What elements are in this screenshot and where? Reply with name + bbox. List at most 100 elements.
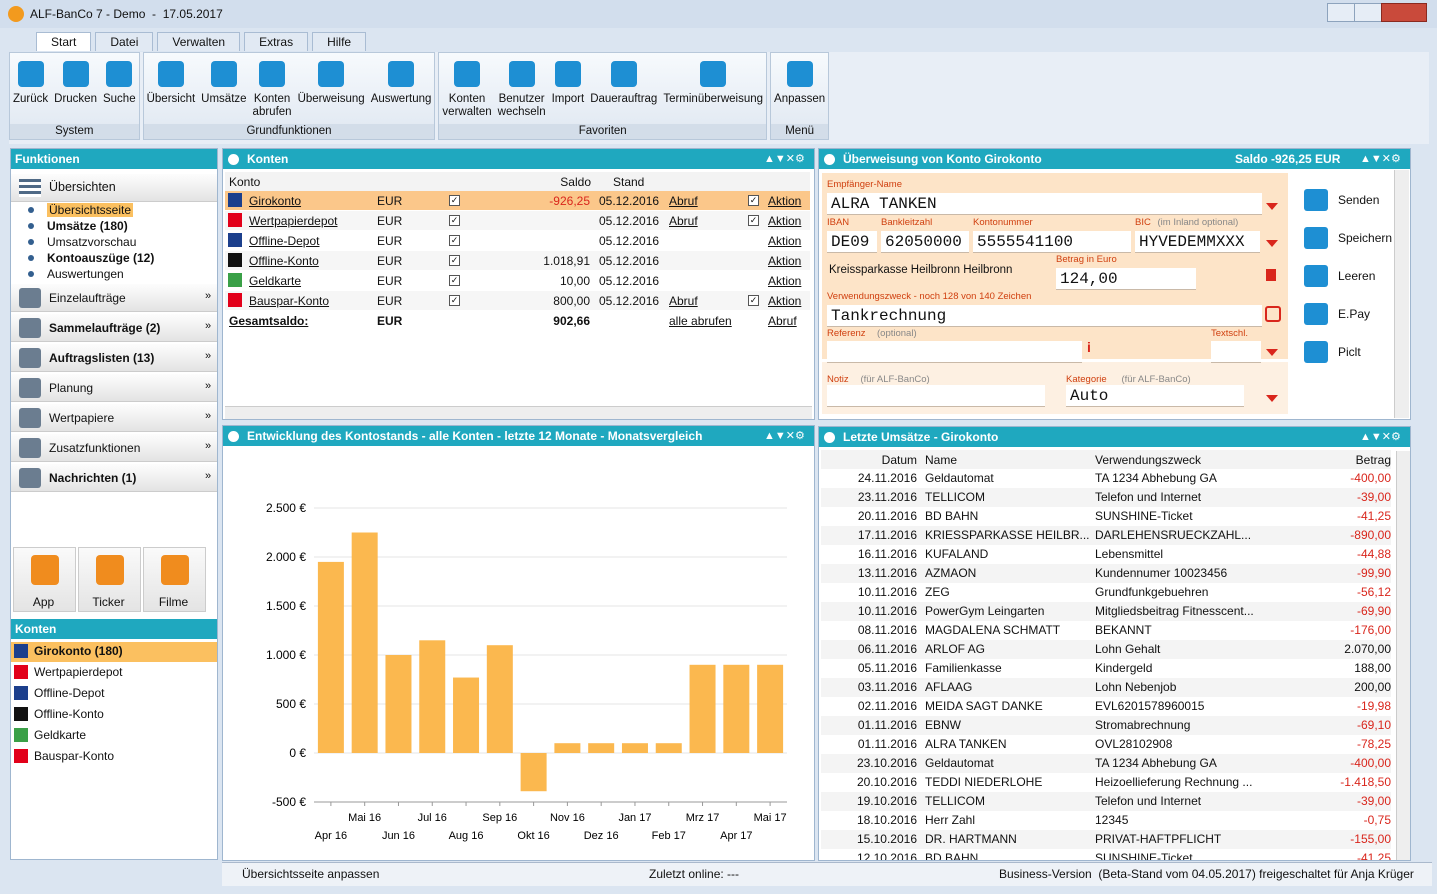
nav-item[interactable]: Zusatzfunktionen xyxy=(49,441,141,455)
ribbon-button[interactable]: Terminüberweisung xyxy=(660,53,766,124)
input-field[interactable]: ALRA TANKEN xyxy=(827,193,1262,215)
dropdown-arrow[interactable] xyxy=(1266,240,1278,247)
header-controls[interactable]: ▲▼✕⚙ xyxy=(764,153,805,165)
sidebar-item[interactable]: Umsatzvorschau xyxy=(47,235,137,249)
sidebar-item[interactable]: Kontoauszüge (12) xyxy=(47,251,155,265)
sidebar-item[interactable]: Übersichtsseite xyxy=(47,203,134,217)
nav-row[interactable] xyxy=(11,404,217,432)
nav-item[interactable]: Einzelaufträge xyxy=(49,291,126,305)
header-controls[interactable]: ▲▼✕⚙ xyxy=(1360,431,1401,443)
abruf-link[interactable]: Abruf xyxy=(669,214,698,228)
abruf-total[interactable]: Abruf xyxy=(768,314,797,328)
action-label[interactable]: Leeren xyxy=(1338,269,1376,283)
ribbon-tab[interactable]: Extras xyxy=(244,32,309,51)
close-button[interactable] xyxy=(1381,3,1427,22)
calc-icon[interactable] xyxy=(1266,269,1276,281)
nav-row[interactable] xyxy=(11,374,217,402)
account-item[interactable]: Wertpapierdepot xyxy=(34,665,123,679)
input-field[interactable] xyxy=(827,341,1082,363)
checkbox[interactable]: ✓ xyxy=(449,235,460,246)
aktion-link[interactable]: Aktion xyxy=(768,274,802,288)
ribbon-button[interactable]: Konten verwalten xyxy=(439,53,494,124)
ribbon-tab[interactable]: Verwalten xyxy=(157,32,241,51)
checkbox[interactable]: ✓ xyxy=(748,195,759,206)
input-field[interactable]: 62050000 xyxy=(881,231,969,253)
nav-item[interactable]: Wertpapiere xyxy=(49,411,115,425)
checkbox[interactable]: ✓ xyxy=(449,255,460,266)
nav-item[interactable]: Nachrichten (1) xyxy=(49,471,137,485)
ribbon-tab[interactable]: Datei xyxy=(95,32,154,51)
ribbon-button[interactable]: Drucken xyxy=(51,53,100,124)
account-item[interactable]: Offline-Konto xyxy=(34,707,104,721)
refresh-icon[interactable] xyxy=(1265,306,1281,322)
nav-item[interactable]: Planung xyxy=(49,381,94,395)
account-item[interactable]: Offline-Depot xyxy=(34,686,105,700)
account-item[interactable]: Geldkarte xyxy=(34,728,87,742)
checkbox[interactable]: ✓ xyxy=(449,195,460,206)
section-label[interactable]: Übersichten xyxy=(49,180,116,194)
checkbox[interactable]: ✓ xyxy=(748,215,759,226)
ribbon-button[interactable]: Benutzer wechseln xyxy=(495,53,549,124)
nav-row[interactable] xyxy=(11,464,217,492)
account-name[interactable]: Wertpapierdepot xyxy=(249,214,338,228)
checkbox[interactable]: ✓ xyxy=(748,295,759,306)
account-item[interactable]: Bauspar-Konto xyxy=(34,749,115,763)
window-controls[interactable] xyxy=(1327,3,1427,22)
action-label[interactable]: E.Pay xyxy=(1338,307,1371,321)
nav-row[interactable] xyxy=(11,284,217,312)
sidebar-item[interactable]: Umsätze (180) xyxy=(47,219,128,233)
abruf-link[interactable]: Abruf xyxy=(669,194,698,208)
nav-item[interactable]: Sammelaufträge (2) xyxy=(49,321,161,335)
account-name[interactable]: Offline-Konto xyxy=(249,254,319,268)
abruf-link[interactable]: Abruf xyxy=(669,294,698,308)
input-field[interactable]: Auto xyxy=(1066,385,1244,407)
ribbon-button[interactable]: Auswertung xyxy=(368,53,435,124)
ribbon-button[interactable]: Dauerauftrag xyxy=(587,53,660,124)
input-field[interactable]: HYVEDEMMXXX xyxy=(1135,231,1260,253)
ribbon-tab[interactable]: Start xyxy=(36,32,92,51)
nav-row[interactable] xyxy=(11,344,217,372)
account-name[interactable]: Offline-Depot xyxy=(249,234,320,248)
input-field[interactable]: 5555541100 xyxy=(973,231,1131,253)
dropdown-arrow[interactable] xyxy=(1266,395,1278,402)
input-field[interactable] xyxy=(827,385,1045,407)
ribbon-button[interactable]: Anpassen xyxy=(771,53,828,124)
action-icon[interactable] xyxy=(1304,303,1328,325)
aktion-link[interactable]: Aktion xyxy=(768,254,802,268)
ribbon-button[interactable]: Überweisung xyxy=(295,53,368,124)
status-left[interactable]: Übersichtsseite anpassen xyxy=(242,867,380,881)
action-icon[interactable] xyxy=(1304,189,1328,211)
abruf-all[interactable]: alle abrufen xyxy=(669,314,732,328)
account-name[interactable]: Bauspar-Konto xyxy=(249,294,330,308)
input-field[interactable] xyxy=(1211,341,1261,363)
action-label[interactable]: Senden xyxy=(1338,193,1380,207)
dropdown-arrow[interactable] xyxy=(1266,203,1278,210)
dropdown-arrow[interactable] xyxy=(1266,349,1278,356)
header-controls[interactable]: ▲▼✕⚙ xyxy=(1360,153,1401,165)
aktion-link[interactable]: Aktion xyxy=(768,294,802,308)
account-name[interactable]: Geldkarte xyxy=(249,274,302,288)
input-field[interactable]: DE09 xyxy=(827,231,877,253)
account-item[interactable]: Girokonto (180) xyxy=(34,644,123,658)
action-icon[interactable] xyxy=(1304,341,1328,363)
header-controls[interactable]: ▲▼✕⚙ xyxy=(764,430,805,442)
ribbon-button[interactable]: Import xyxy=(549,53,588,124)
action-icon[interactable] xyxy=(1304,265,1328,287)
ribbon-button[interactable]: Umsätze xyxy=(198,53,249,124)
maximize-button[interactable] xyxy=(1354,3,1382,22)
nav-row[interactable] xyxy=(11,434,217,462)
checkbox[interactable]: ✓ xyxy=(449,215,460,226)
action-label[interactable]: Speichern xyxy=(1338,231,1393,245)
ribbon-tab[interactable]: Hilfe xyxy=(312,32,367,51)
minimize-button[interactable] xyxy=(1327,3,1355,22)
checkbox[interactable]: ✓ xyxy=(449,295,460,306)
input-field[interactable]: 124,00 xyxy=(1056,268,1196,290)
sidebar-item[interactable]: Auswertungen xyxy=(47,267,124,281)
aktion-link[interactable]: Aktion xyxy=(768,234,802,248)
input-field[interactable]: Tankrechnung xyxy=(827,305,1262,327)
checkbox[interactable]: ✓ xyxy=(449,275,460,286)
ribbon-button[interactable]: Zurück xyxy=(10,53,51,124)
nav-row[interactable] xyxy=(11,314,217,342)
action-label[interactable]: Piclt xyxy=(1338,345,1361,359)
account-name[interactable]: Girokonto xyxy=(249,194,302,208)
